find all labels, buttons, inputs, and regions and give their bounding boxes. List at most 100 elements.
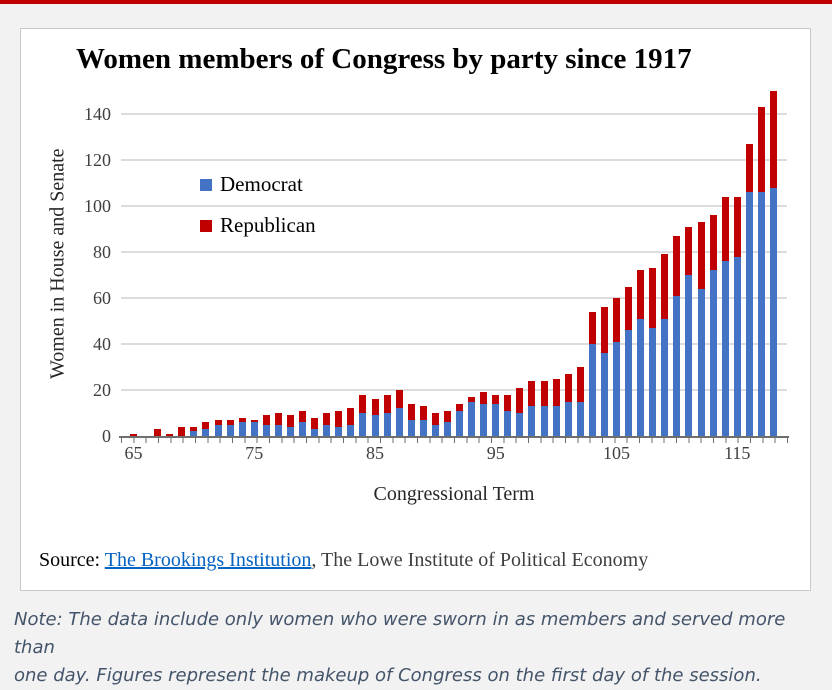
democrat-segment-91 [443, 422, 451, 436]
bar-term-96 [504, 394, 512, 436]
democrat-segment-105 [613, 341, 621, 436]
bar-term-97 [516, 387, 524, 436]
democrat-segment-106 [625, 330, 633, 436]
republican-segment-65 [130, 433, 137, 436]
republican-segment-91 [443, 410, 451, 423]
bar-term-65 [130, 433, 137, 436]
republican-segment-108 [649, 268, 657, 328]
y-tick-label-140: 140 [84, 104, 111, 124]
bar-term-83 [347, 408, 355, 436]
gridline-60 [121, 297, 787, 299]
y-tick-label-60: 60 [93, 288, 111, 308]
republican-segment-75 [250, 419, 258, 423]
y-tick-label-20: 20 [93, 380, 111, 400]
top-accent-strip [0, 0, 832, 4]
gridline-20 [121, 389, 787, 391]
republican-segment-79 [299, 410, 307, 423]
republican-swatch-icon [200, 219, 212, 232]
republican-segment-104 [600, 307, 608, 354]
x-axis-title: Congressional Term [373, 483, 535, 505]
bar-term-84 [359, 394, 367, 436]
x-axis-line [119, 436, 789, 438]
bar-term-88 [407, 403, 415, 436]
bar-term-73 [226, 419, 234, 436]
democrat-segment-102 [576, 401, 584, 436]
democrat-segment-88 [407, 419, 415, 436]
democrat-segment-117 [757, 192, 765, 436]
republican-segment-71 [202, 422, 210, 430]
democrat-segment-94 [480, 403, 488, 436]
bar-term-98 [528, 380, 536, 436]
bar-term-74 [238, 417, 246, 436]
democrat-segment-108 [649, 327, 657, 436]
republican-segment-67 [154, 429, 162, 436]
bar-term-85 [371, 399, 379, 436]
bar-term-100 [552, 378, 560, 436]
source-link[interactable]: The Brookings Institution [104, 549, 312, 571]
y-tick-label-80: 80 [93, 242, 111, 262]
republican-segment-109 [661, 254, 669, 319]
gridline-120 [121, 159, 787, 161]
republican-segment-110 [673, 235, 681, 296]
bar-term-106 [625, 286, 633, 436]
republican-segment-81 [323, 413, 331, 425]
democrat-segment-109 [661, 318, 669, 436]
bar-term-68 [166, 433, 174, 436]
bar-term-112 [697, 222, 705, 436]
democrat-segment-75 [250, 422, 258, 436]
legend-label-republican: Republican [220, 213, 316, 237]
bar-term-89 [419, 406, 427, 436]
bar-term-108 [649, 268, 657, 436]
republican-segment-97 [516, 387, 524, 413]
republican-segment-73 [226, 419, 234, 425]
bar-term-118 [770, 91, 777, 436]
bar-term-94 [480, 392, 488, 436]
republican-segment-114 [721, 196, 729, 262]
bar-term-110 [673, 235, 681, 436]
republican-segment-106 [625, 286, 633, 331]
bar-term-87 [395, 390, 403, 436]
bar-term-76 [262, 415, 270, 436]
republican-segment-68 [166, 433, 174, 436]
democrat-segment-83 [347, 424, 355, 436]
republican-segment-101 [564, 373, 572, 402]
bar-term-95 [492, 394, 500, 436]
democrat-segment-104 [600, 353, 608, 436]
democrat-segment-87 [395, 408, 403, 436]
democrat-segment-81 [323, 424, 331, 436]
bar-term-80 [311, 417, 319, 436]
bar-term-72 [214, 419, 222, 436]
republican-segment-86 [383, 394, 391, 413]
legend-label-democrat: Democrat [220, 172, 303, 196]
republican-segment-93 [468, 396, 476, 402]
republican-segment-117 [757, 107, 765, 193]
bar-term-104 [600, 307, 608, 436]
democrat-segment-107 [637, 318, 645, 436]
democrat-segment-111 [685, 275, 693, 436]
bar-term-91 [443, 410, 451, 436]
democrat-segment-103 [588, 344, 596, 436]
bar-term-102 [576, 367, 584, 436]
bar-term-93 [468, 396, 476, 436]
democrat-segment-116 [745, 192, 753, 436]
democrat-segment-95 [492, 403, 500, 436]
bar-term-99 [540, 380, 548, 436]
chart-card: Women members of Congress by party since… [20, 28, 811, 591]
bar-term-117 [757, 107, 765, 436]
republican-segment-105 [613, 298, 621, 342]
bar-term-101 [564, 373, 572, 436]
legend-item-democrat: Democrat [200, 172, 303, 197]
plot-area: Congressional Term 0 20 40 60 80 100 120 140 65 7… [84, 91, 789, 505]
republican-segment-118 [770, 91, 777, 188]
democrat-segment-85 [371, 415, 379, 436]
republican-segment-76 [262, 415, 270, 425]
bar-term-86 [383, 394, 391, 436]
republican-segment-72 [214, 419, 222, 425]
y-tick-label-40: 40 [93, 334, 111, 354]
democrat-segment-77 [274, 424, 282, 436]
republican-segment-85 [371, 399, 379, 416]
legend-item-republican: Republican [200, 213, 316, 238]
democrat-segment-97 [516, 413, 524, 436]
bar-term-111 [685, 226, 693, 436]
